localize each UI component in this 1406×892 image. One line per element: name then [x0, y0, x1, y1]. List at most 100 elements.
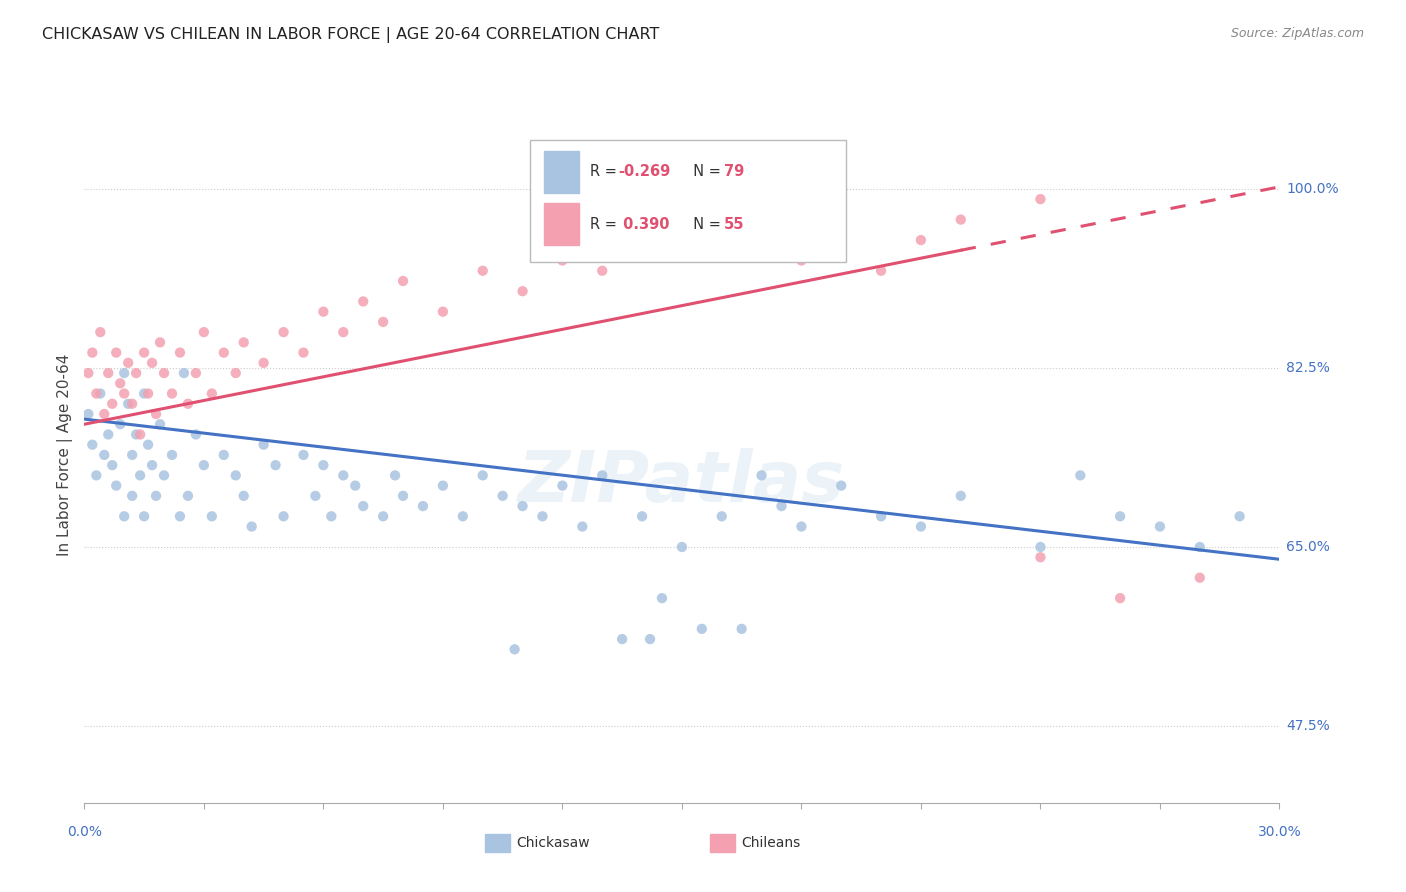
Point — [101, 458, 124, 472]
Point — [371, 509, 394, 524]
Point — [129, 468, 152, 483]
Point — [870, 264, 893, 278]
Point — [82, 438, 104, 452]
Point — [149, 335, 172, 350]
Point — [212, 448, 235, 462]
Point — [132, 509, 156, 524]
Point — [651, 591, 673, 606]
Point — [1109, 509, 1132, 524]
Point — [949, 489, 972, 503]
Text: R =: R = — [591, 164, 621, 179]
Point — [121, 489, 143, 503]
Text: CHICKASAW VS CHILEAN IN LABOR FORCE | AGE 20-64 CORRELATION CHART: CHICKASAW VS CHILEAN IN LABOR FORCE | AG… — [42, 27, 659, 43]
Point — [145, 407, 167, 421]
Point — [412, 499, 434, 513]
Point — [1229, 509, 1251, 524]
Point — [77, 407, 100, 421]
Point — [173, 366, 195, 380]
Text: Chickasaw: Chickasaw — [516, 836, 589, 850]
Point — [471, 264, 494, 278]
Text: N =: N = — [685, 217, 725, 232]
Point — [432, 304, 454, 318]
Point — [451, 509, 474, 524]
Point — [830, 212, 852, 227]
Point — [129, 427, 152, 442]
Point — [751, 468, 773, 483]
Point — [77, 366, 100, 380]
Point — [141, 458, 163, 472]
Point — [571, 519, 593, 533]
Point — [1188, 571, 1211, 585]
Point — [770, 499, 793, 513]
Text: 82.5%: 82.5% — [1286, 361, 1330, 375]
Point — [169, 509, 191, 524]
Point — [153, 366, 176, 380]
Point — [112, 386, 135, 401]
Point — [312, 304, 335, 318]
Point — [304, 489, 326, 503]
Point — [184, 366, 207, 380]
Text: 65.0%: 65.0% — [1286, 540, 1330, 554]
Point — [332, 468, 354, 483]
Point — [225, 366, 247, 380]
Text: Chileans: Chileans — [741, 836, 800, 850]
Point — [1029, 550, 1052, 565]
Point — [830, 478, 852, 492]
Text: R =: R = — [591, 217, 621, 232]
Text: 47.5%: 47.5% — [1286, 719, 1330, 733]
Point — [193, 325, 215, 339]
Point — [312, 458, 335, 472]
Text: 79: 79 — [724, 164, 744, 179]
Point — [225, 468, 247, 483]
Text: ZIPatlas: ZIPatlas — [519, 449, 845, 517]
Point — [551, 478, 574, 492]
Point — [193, 458, 215, 472]
Point — [352, 294, 374, 309]
Point — [112, 509, 135, 524]
Text: 30.0%: 30.0% — [1257, 825, 1302, 839]
Point — [910, 519, 932, 533]
Point — [631, 509, 654, 524]
Point — [132, 345, 156, 359]
Point — [105, 345, 128, 359]
Point — [591, 264, 613, 278]
Point — [125, 427, 148, 442]
Point — [212, 345, 235, 359]
Point — [101, 397, 124, 411]
Point — [273, 509, 295, 524]
Point — [1109, 591, 1132, 606]
Text: N =: N = — [685, 164, 725, 179]
Point — [492, 489, 515, 503]
Point — [352, 499, 374, 513]
Point — [86, 386, 108, 401]
Text: Source: ZipAtlas.com: Source: ZipAtlas.com — [1230, 27, 1364, 40]
Point — [110, 376, 132, 391]
Point — [321, 509, 343, 524]
Point — [149, 417, 172, 432]
Point — [105, 478, 128, 492]
Point — [232, 335, 254, 350]
Point — [870, 509, 893, 524]
Point — [512, 284, 534, 298]
Point — [610, 632, 633, 646]
Point — [551, 253, 574, 268]
Point — [1029, 540, 1052, 554]
Point — [121, 448, 143, 462]
Text: 0.0%: 0.0% — [67, 825, 101, 839]
Point — [790, 519, 813, 533]
Point — [710, 509, 733, 524]
Point — [690, 622, 713, 636]
Point — [112, 366, 135, 380]
Point — [110, 417, 132, 432]
Text: 100.0%: 100.0% — [1286, 182, 1339, 196]
Point — [1029, 192, 1052, 206]
Text: 55: 55 — [724, 217, 744, 232]
Point — [160, 448, 183, 462]
Point — [240, 519, 263, 533]
Point — [638, 632, 661, 646]
Y-axis label: In Labor Force | Age 20-64: In Labor Force | Age 20-64 — [58, 354, 73, 556]
Point — [1188, 540, 1211, 554]
Point — [292, 448, 315, 462]
Point — [93, 448, 115, 462]
Point — [232, 489, 254, 503]
